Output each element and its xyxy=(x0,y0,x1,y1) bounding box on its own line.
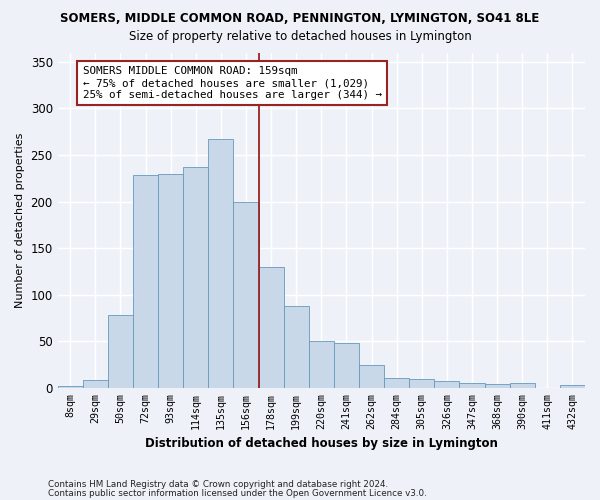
Bar xyxy=(359,364,384,388)
Bar xyxy=(259,266,284,388)
Bar xyxy=(384,378,409,388)
Bar xyxy=(409,380,434,388)
Bar xyxy=(58,386,83,388)
Bar xyxy=(108,315,133,388)
Bar xyxy=(434,382,460,388)
Bar xyxy=(158,174,183,388)
Text: Size of property relative to detached houses in Lymington: Size of property relative to detached ho… xyxy=(128,30,472,43)
Bar xyxy=(208,139,233,388)
Bar xyxy=(133,176,158,388)
Y-axis label: Number of detached properties: Number of detached properties xyxy=(15,132,25,308)
Bar xyxy=(485,384,509,388)
Bar xyxy=(233,202,259,388)
Text: SOMERS, MIDDLE COMMON ROAD, PENNINGTON, LYMINGTON, SO41 8LE: SOMERS, MIDDLE COMMON ROAD, PENNINGTON, … xyxy=(61,12,539,26)
Bar xyxy=(183,167,208,388)
Bar xyxy=(309,341,334,388)
Text: Contains HM Land Registry data © Crown copyright and database right 2024.: Contains HM Land Registry data © Crown c… xyxy=(48,480,388,489)
Bar xyxy=(83,380,108,388)
Bar xyxy=(284,306,309,388)
Bar xyxy=(460,383,485,388)
Bar xyxy=(334,343,359,388)
Text: SOMERS MIDDLE COMMON ROAD: 159sqm
← 75% of detached houses are smaller (1,029)
2: SOMERS MIDDLE COMMON ROAD: 159sqm ← 75% … xyxy=(83,66,382,100)
Bar xyxy=(560,385,585,388)
Text: Contains public sector information licensed under the Open Government Licence v3: Contains public sector information licen… xyxy=(48,489,427,498)
X-axis label: Distribution of detached houses by size in Lymington: Distribution of detached houses by size … xyxy=(145,437,498,450)
Bar xyxy=(509,383,535,388)
